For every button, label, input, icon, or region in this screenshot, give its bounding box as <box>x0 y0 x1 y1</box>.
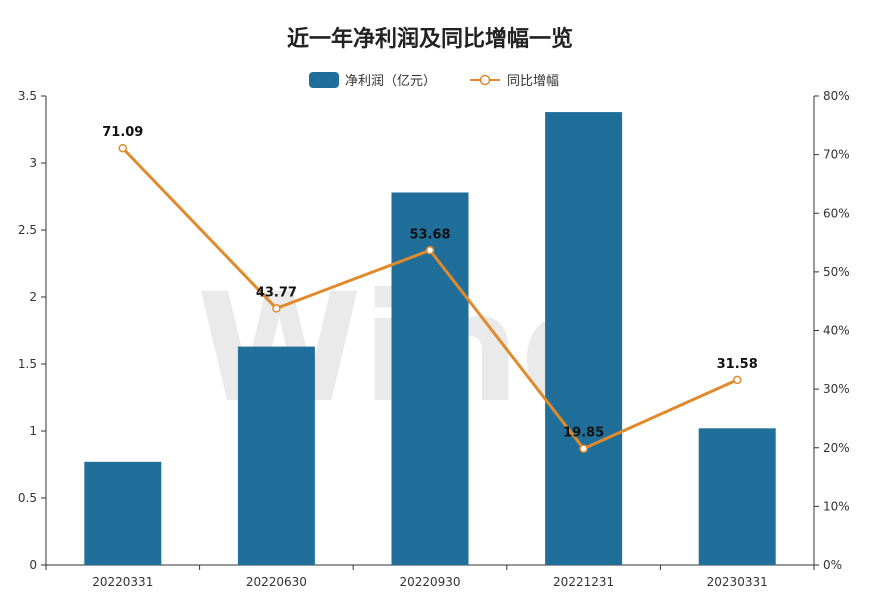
right-tick-label: 0% <box>823 558 842 572</box>
line-point <box>732 375 742 385</box>
bars <box>84 112 776 566</box>
left-ticks: 0 0.5 1 1.5 2 2.5 3 3.5 <box>18 89 46 572</box>
data-label: 19.85 <box>563 426 604 441</box>
line-point <box>118 143 128 153</box>
right-tick-label: 30% <box>823 382 850 396</box>
left-tick-label: 0 <box>29 558 37 572</box>
line-series <box>118 143 742 453</box>
right-tick-label: 80% <box>823 89 850 103</box>
line-point <box>425 246 435 255</box>
bar <box>698 428 776 565</box>
chart-title: 近一年净利润及同比增幅一览 <box>287 26 573 52</box>
legend-label-line: 同比增幅 <box>507 74 559 89</box>
right-ticks: 0% 10% 20% 30% 40% 50% 60% 70% 80% <box>814 89 850 572</box>
right-tick-label: 60% <box>823 206 850 220</box>
right-tick-label: 20% <box>823 441 850 455</box>
left-tick-label: 3 <box>29 156 37 170</box>
legend: 净利润（亿元） 同比增幅 <box>309 72 559 89</box>
x-tick-label: 20220930 <box>399 575 460 589</box>
left-tick-label: 2 <box>29 290 37 304</box>
x-tick-label: 20220331 <box>92 575 153 589</box>
data-labels: 71.09 43.77 53.68 19.85 31.58 <box>102 125 758 440</box>
legend-swatch-marker <box>479 74 491 86</box>
left-tick-label: 0.5 <box>18 491 37 505</box>
right-tick-label: 40% <box>823 324 850 338</box>
data-label: 31.58 <box>717 357 758 372</box>
right-tick-label: 70% <box>823 148 850 162</box>
bar <box>84 461 162 565</box>
legend-label-bar: 净利润（亿元） <box>345 74 436 89</box>
bar <box>237 346 315 565</box>
data-label: 43.77 <box>256 285 297 300</box>
bar <box>545 112 623 565</box>
left-tick-label: 3.5 <box>18 89 37 103</box>
right-tick-label: 50% <box>823 265 850 279</box>
legend-swatch-bar <box>309 72 339 88</box>
bar <box>391 192 469 566</box>
x-ticks: 20220331 20220630 20220930 20221231 20230331 <box>45 565 815 589</box>
line-point <box>579 444 588 453</box>
x-tick-label: 20220630 <box>246 575 307 589</box>
left-tick-label: 1 <box>29 424 37 438</box>
left-tick-label: 2.5 <box>18 223 37 237</box>
x-tick-label: 20221231 <box>553 575 614 589</box>
right-tick-label: 10% <box>823 499 850 513</box>
line-point <box>272 304 281 313</box>
left-tick-label: 1.5 <box>18 357 37 371</box>
data-label: 53.68 <box>409 227 450 242</box>
x-tick-label: 20230331 <box>707 575 768 589</box>
data-label: 71.09 <box>102 125 143 140</box>
